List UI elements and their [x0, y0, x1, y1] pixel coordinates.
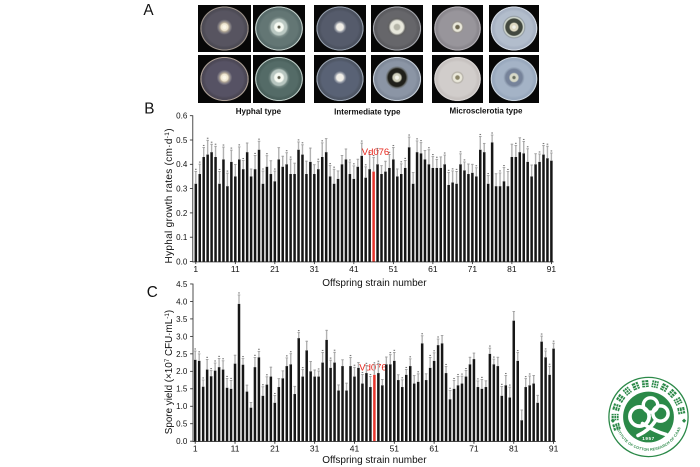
svg-text:Offspring strain number: Offspring strain number — [322, 278, 427, 289]
svg-text:1.0: 1.0 — [176, 402, 188, 411]
svg-text:11: 11 — [231, 444, 240, 454]
svg-text:A: A — [143, 2, 154, 19]
svg-text:61: 61 — [429, 444, 439, 454]
svg-text:31: 31 — [310, 264, 320, 274]
svg-text:0.6: 0.6 — [176, 112, 188, 121]
svg-text:Vd076: Vd076 — [359, 362, 386, 373]
svg-text:Spore yield (×107 CFU·mL-1): Spore yield (×107 CFU·mL-1) — [164, 310, 175, 434]
svg-text:71: 71 — [469, 444, 479, 454]
svg-text:Hyphal growth rates (cm·d-1): Hyphal growth rates (cm·d-1) — [164, 128, 175, 263]
svg-text:1: 1 — [193, 444, 198, 454]
svg-text:1: 1 — [193, 264, 198, 274]
svg-text:41: 41 — [349, 264, 359, 274]
svg-text:1957: 1957 — [642, 436, 655, 441]
svg-text:81: 81 — [509, 444, 519, 454]
svg-text:B: B — [144, 101, 154, 118]
svg-text:0.1: 0.1 — [176, 233, 188, 242]
svg-text:0.2: 0.2 — [176, 209, 188, 218]
svg-text:4.5: 4.5 — [176, 280, 188, 289]
svg-text:91: 91 — [547, 264, 557, 274]
svg-text:0.4: 0.4 — [176, 160, 188, 169]
svg-text:1.5: 1.5 — [176, 385, 188, 394]
svg-text:3.5: 3.5 — [176, 315, 188, 324]
svg-text:91: 91 — [549, 444, 559, 454]
svg-text:Hyphal type: Hyphal type — [236, 107, 282, 116]
svg-text:Microsclerotia type: Microsclerotia type — [450, 107, 523, 116]
svg-text:0.5: 0.5 — [176, 136, 188, 145]
svg-text:71: 71 — [468, 264, 478, 274]
svg-text:81: 81 — [507, 264, 517, 274]
svg-text:41: 41 — [350, 444, 360, 454]
svg-text:51: 51 — [389, 264, 399, 274]
svg-text:0.0: 0.0 — [176, 257, 188, 266]
svg-text:61: 61 — [428, 264, 438, 274]
svg-text:2.5: 2.5 — [176, 350, 188, 359]
svg-text:31: 31 — [310, 444, 320, 454]
svg-text:21: 21 — [270, 444, 280, 454]
svg-text:Vd076: Vd076 — [362, 147, 389, 158]
svg-text:C: C — [147, 284, 158, 301]
svg-text:21: 21 — [270, 264, 280, 274]
svg-text:0.0: 0.0 — [176, 437, 188, 446]
svg-text:0.3: 0.3 — [176, 185, 188, 194]
svg-text:0.5: 0.5 — [176, 420, 188, 429]
svg-text:3.0: 3.0 — [176, 332, 188, 341]
svg-text:Intermediate type: Intermediate type — [334, 108, 401, 117]
svg-text:4.0: 4.0 — [176, 297, 188, 306]
svg-text:51: 51 — [390, 444, 400, 454]
svg-text:11: 11 — [231, 264, 240, 274]
svg-text:Offspring strain number: Offspring strain number — [322, 455, 427, 466]
svg-text:2.0: 2.0 — [176, 367, 188, 376]
